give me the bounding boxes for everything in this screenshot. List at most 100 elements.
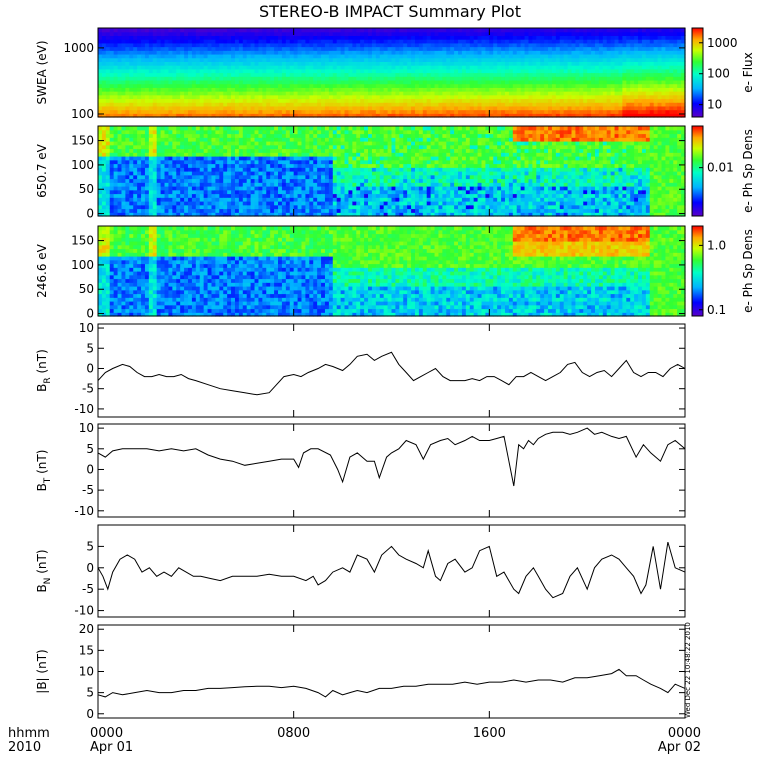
swea-heatmap-cell [109,79,115,85]
pad650-heatmap-cell [215,197,220,202]
pad650-heatmap-cell [246,178,252,183]
swea-heatmap-cell [665,79,670,85]
swea-heatmap-cell [665,68,670,74]
swea-heatmap-cell [594,68,600,74]
swea-heatmap-cell [278,91,283,96]
swea-heatmap-cell [450,102,455,107]
swea-heatmap-cell [344,76,350,81]
pad650-heatmap-cell [172,171,177,176]
swea-heatmap-cell [262,109,267,114]
pad650-heatmap-cell [317,159,322,165]
swea-heatmap-cell [309,91,314,96]
swea-heatmap-cell [579,35,584,40]
swea-heatmap-cell [661,53,667,59]
swea-heatmap-cell [254,46,260,51]
swea-heatmap-cell [434,87,440,92]
swea-heatmap-cell [469,102,475,107]
pad650-heatmap-cell [148,141,154,146]
swea-heatmap-cell [348,35,353,40]
swea-heatmap-cell [141,83,146,88]
swea-heatmap-cell [141,61,146,66]
swea-heatmap-cell [411,105,416,111]
swea-heatmap-cell [242,42,248,48]
swea-heatmap-cell [450,98,455,103]
swea-heatmap-cell [418,109,424,114]
swea-heatmap-cell [622,46,627,51]
swea-heatmap-cell [254,98,260,103]
swea-heatmap-cell [274,83,279,88]
pad650-heatmap-cell [172,141,177,146]
swea-heatmap-cell [540,39,545,44]
swea-heatmap-cell [524,72,530,77]
swea-heatmap-cell [512,76,518,81]
pad650-heatmap-cell [172,159,177,165]
swea-heatmap-cell [336,109,342,114]
pad650-heatmap-cell [301,141,306,146]
swea-heatmap-cell [512,68,518,74]
swea-heatmap-cell [231,42,236,48]
swea-heatmap-cell [524,109,530,114]
swea-heatmap-cell [587,98,592,103]
swea-heatmap-cell [371,91,377,96]
swea-heatmap-cell [454,42,459,48]
swea-heatmap-cell [109,105,115,111]
swea-heatmap-cell [266,50,271,55]
swea-heatmap-cell [262,46,267,51]
swea-heatmap-cell [270,35,275,40]
swea-heatmap-cell [309,42,314,48]
swea-heatmap-cell [184,105,189,111]
pad650-heatmap-cell [113,129,119,135]
pad650-heatmap-cell [191,186,197,191]
pad650-heatmap-cell [152,189,158,195]
pad650-heatmap-cell [289,208,295,213]
swea-heatmap-cell [160,83,166,88]
swea-heatmap-cell [387,68,393,74]
pad650-heatmap-cell [305,156,310,161]
pad650-heatmap-cell [270,186,275,191]
pad650-heatmap-cell [278,141,283,146]
swea-heatmap-cell [262,105,267,111]
swea-heatmap-cell [591,91,596,96]
swea-heatmap-cell [246,35,252,40]
swea-heatmap-cell [551,31,557,37]
pad650-heatmap-cell [172,144,177,150]
swea-heatmap-cell [673,31,678,37]
pad650-heatmap-cell [207,204,213,210]
pad650-heatmap-cell [211,126,216,131]
swea-heatmap-cell [98,39,103,44]
swea-heatmap-cell [430,105,436,111]
swea-heatmap-cell [548,53,553,59]
pad650-heatmap-cell [289,129,295,135]
swea-heatmap-cell [336,50,342,55]
pad650-heatmap-cell [309,174,314,180]
swea-heatmap-cell [399,72,404,77]
pad650-heatmap-cell [164,204,170,210]
swea-heatmap-cell [184,113,189,118]
swea-heatmap-cell [653,31,659,37]
swea-heatmap-cell [133,68,138,74]
swea-heatmap-cell [673,28,678,33]
pad650-heatmap-cell [285,167,291,172]
swea-heatmap-cell [501,83,506,88]
swea-heatmap-cell [168,91,173,96]
swea-heatmap-cell [481,109,487,114]
swea-heatmap-cell [180,61,185,66]
pad650-heatmap-cell [219,201,224,206]
pad650-heatmap-cell [168,204,173,210]
swea-heatmap-cell [630,61,635,66]
swea-heatmap-cell [414,102,420,107]
swea-heatmap-cell [414,87,420,92]
swea-heatmap-cell [336,87,342,92]
swea-heatmap-cell [657,42,663,48]
swea-heatmap-cell [368,76,373,81]
swea-heatmap-cell [481,39,487,44]
pad650-heatmap-cell [184,156,189,161]
swea-heatmap-cell [207,35,213,40]
swea-heatmap-cell [591,31,596,37]
swea-heatmap-cell [203,87,209,92]
swea-heatmap-cell [458,31,463,37]
swea-heatmap-cell [371,53,377,59]
pad650-heatmap-cell [281,193,287,198]
swea-heatmap-cell [148,76,154,81]
swea-heatmap-cell [348,57,353,62]
